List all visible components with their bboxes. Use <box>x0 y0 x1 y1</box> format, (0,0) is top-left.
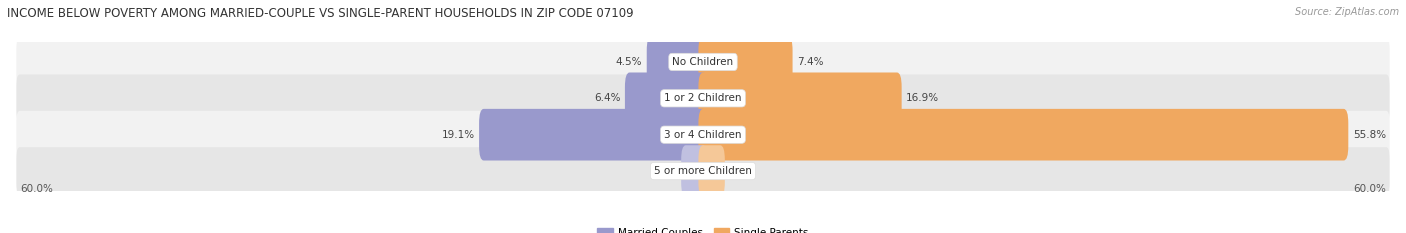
Text: 7.4%: 7.4% <box>797 57 824 67</box>
Text: 55.8%: 55.8% <box>1353 130 1386 140</box>
Text: 1 or 2 Children: 1 or 2 Children <box>664 93 742 103</box>
FancyBboxPatch shape <box>699 145 725 197</box>
FancyBboxPatch shape <box>17 38 1389 86</box>
FancyBboxPatch shape <box>681 145 707 197</box>
Text: Source: ZipAtlas.com: Source: ZipAtlas.com <box>1295 7 1399 17</box>
Text: 60.0%: 60.0% <box>1354 184 1386 194</box>
Text: 6.4%: 6.4% <box>593 93 620 103</box>
FancyBboxPatch shape <box>647 36 707 88</box>
Text: 5 or more Children: 5 or more Children <box>654 166 752 176</box>
FancyBboxPatch shape <box>17 111 1389 159</box>
Text: INCOME BELOW POVERTY AMONG MARRIED-COUPLE VS SINGLE-PARENT HOUSEHOLDS IN ZIP COD: INCOME BELOW POVERTY AMONG MARRIED-COUPL… <box>7 7 634 20</box>
Text: No Children: No Children <box>672 57 734 67</box>
Text: 16.9%: 16.9% <box>907 93 939 103</box>
Legend: Married Couples, Single Parents: Married Couples, Single Parents <box>593 224 813 233</box>
Text: 0.0%: 0.0% <box>651 166 676 176</box>
Text: 4.5%: 4.5% <box>616 57 643 67</box>
Text: 60.0%: 60.0% <box>20 184 52 194</box>
FancyBboxPatch shape <box>624 72 707 124</box>
FancyBboxPatch shape <box>699 109 1348 161</box>
Text: 3 or 4 Children: 3 or 4 Children <box>664 130 742 140</box>
FancyBboxPatch shape <box>699 72 901 124</box>
Text: 19.1%: 19.1% <box>441 130 474 140</box>
FancyBboxPatch shape <box>479 109 707 161</box>
FancyBboxPatch shape <box>17 74 1389 122</box>
Text: 0.0%: 0.0% <box>730 166 755 176</box>
FancyBboxPatch shape <box>17 147 1389 195</box>
FancyBboxPatch shape <box>699 36 793 88</box>
